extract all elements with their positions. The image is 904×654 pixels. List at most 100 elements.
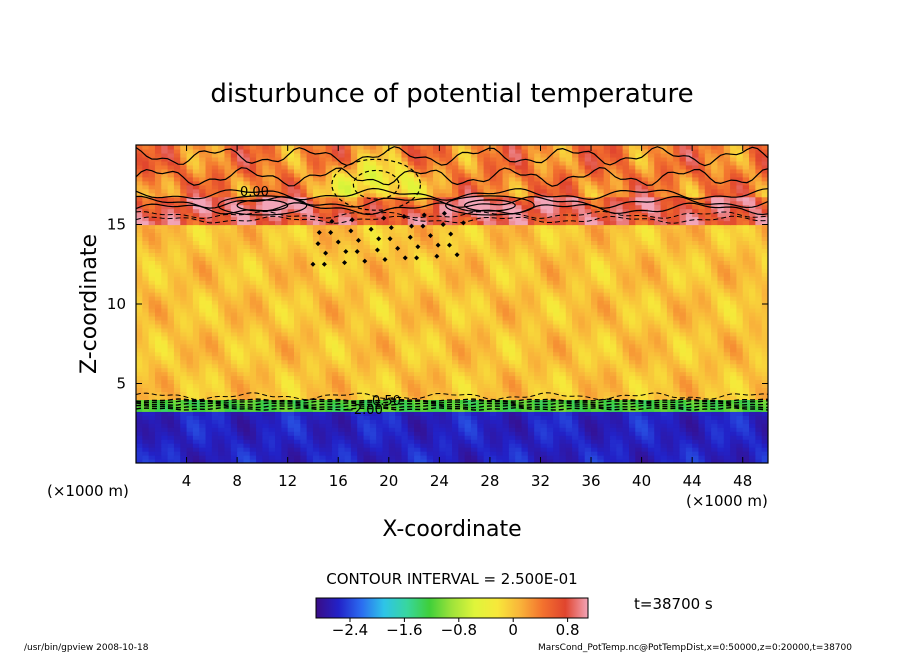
heatmap-cell — [647, 375, 655, 381]
heatmap-cell — [534, 343, 542, 349]
heatmap-cell — [584, 284, 592, 289]
heatmap-cell — [578, 311, 586, 317]
heatmap-cell — [755, 359, 763, 365]
heatmap-cell — [717, 363, 725, 369]
heatmap-cell — [243, 307, 251, 313]
heatmap-cell — [300, 359, 308, 365]
heatmap-cell — [376, 363, 384, 369]
heatmap-cell — [439, 311, 447, 317]
chart-title: disturbunce of potential temperature — [210, 79, 693, 109]
heatmap-cell — [439, 447, 447, 452]
heatmap-cell — [294, 296, 301, 301]
heatmap-cell — [489, 284, 497, 289]
heatmap-cell — [363, 331, 371, 337]
heatmap-cell — [502, 359, 510, 365]
heatmap-cell — [742, 375, 750, 381]
heatmap-cell — [363, 403, 371, 408]
heatmap-cell — [635, 383, 643, 389]
heatmap-cell — [553, 451, 561, 456]
heatmap-cell — [483, 272, 491, 277]
heatmap-cell — [761, 379, 768, 385]
heatmap-cell — [142, 300, 150, 305]
heatmap-cell — [256, 323, 263, 329]
heatmap-cell — [142, 443, 150, 448]
heatmap-cell — [521, 435, 529, 440]
heatmap-cell — [647, 387, 655, 393]
heatmap-cell — [565, 347, 573, 353]
heatmap-cell — [685, 347, 693, 353]
heatmap-cell — [211, 459, 219, 463]
heatmap-cell — [730, 391, 737, 397]
heatmap-cell — [742, 431, 750, 436]
heatmap-cell — [369, 280, 377, 285]
heatmap-cell — [584, 459, 592, 463]
heatmap-cell — [534, 455, 542, 460]
heatmap-cell — [736, 423, 744, 428]
heatmap-cell — [540, 292, 548, 297]
heatmap-cell — [527, 403, 535, 408]
heatmap-cell — [723, 264, 731, 269]
heatmap-cell — [154, 451, 162, 456]
heatmap-cell — [420, 387, 428, 393]
heatmap-cell — [540, 268, 548, 273]
heatmap-cell — [483, 355, 491, 361]
heatmap-cell — [186, 399, 194, 404]
heatmap-cell — [256, 383, 263, 389]
heatmap-cell — [622, 280, 630, 285]
heatmap-cell — [224, 304, 232, 309]
heatmap-cell — [515, 367, 523, 373]
heatmap-cell — [275, 268, 282, 273]
heatmap-cell — [300, 411, 308, 416]
heatmap-cell — [584, 363, 592, 369]
heatmap-cell — [281, 315, 289, 321]
heatmap-cell — [692, 455, 700, 460]
heatmap-cell — [350, 300, 358, 305]
heatmap-cell — [256, 415, 263, 420]
heatmap-cell — [502, 375, 510, 381]
heatmap-cell — [603, 315, 611, 321]
heatmap-cell — [565, 319, 573, 325]
heatmap-cell — [167, 280, 175, 285]
heatmap-cell — [698, 459, 706, 463]
heatmap-cell — [325, 439, 333, 444]
heatmap-cell — [205, 363, 213, 369]
heatmap-cell — [205, 280, 213, 285]
heatmap-cell — [647, 423, 655, 428]
heatmap-cell — [167, 272, 175, 277]
heatmap-cell — [641, 431, 649, 436]
heatmap-cell — [186, 427, 194, 432]
heatmap-cell — [761, 363, 768, 369]
heatmap-cell — [306, 447, 314, 452]
heatmap-cell — [275, 431, 282, 436]
heatmap-cell — [439, 359, 447, 365]
heatmap-cell — [256, 379, 263, 385]
heatmap-cell — [142, 431, 150, 436]
heatmap-cell — [521, 304, 529, 309]
heatmap-cell — [692, 268, 700, 273]
heatmap-cell — [730, 399, 737, 404]
heatmap-cell — [401, 272, 409, 277]
heatmap-cell — [591, 419, 598, 424]
heatmap-cell — [761, 355, 768, 361]
heatmap-cell — [736, 403, 744, 408]
heatmap-cell — [420, 319, 428, 325]
heatmap-cell — [369, 451, 377, 456]
heatmap-cell — [300, 415, 308, 420]
heatmap-cell — [148, 423, 156, 428]
heatmap-cell — [350, 391, 358, 397]
heatmap-cell — [489, 268, 497, 273]
heatmap-cell — [350, 371, 358, 377]
heatmap-cell — [628, 300, 636, 305]
heatmap-cell — [344, 323, 352, 329]
heatmap-cell — [654, 423, 662, 428]
heatmap-cell — [186, 371, 194, 377]
heatmap-cell — [692, 423, 700, 428]
heatmap-cell — [420, 264, 428, 269]
heatmap-cell — [344, 359, 352, 365]
heatmap-cell — [749, 347, 756, 353]
heatmap-cell — [685, 331, 693, 337]
heatmap-cell — [136, 327, 143, 333]
heatmap-cell — [395, 292, 403, 297]
heatmap-cell — [616, 387, 624, 393]
heatmap-cell — [192, 264, 200, 269]
